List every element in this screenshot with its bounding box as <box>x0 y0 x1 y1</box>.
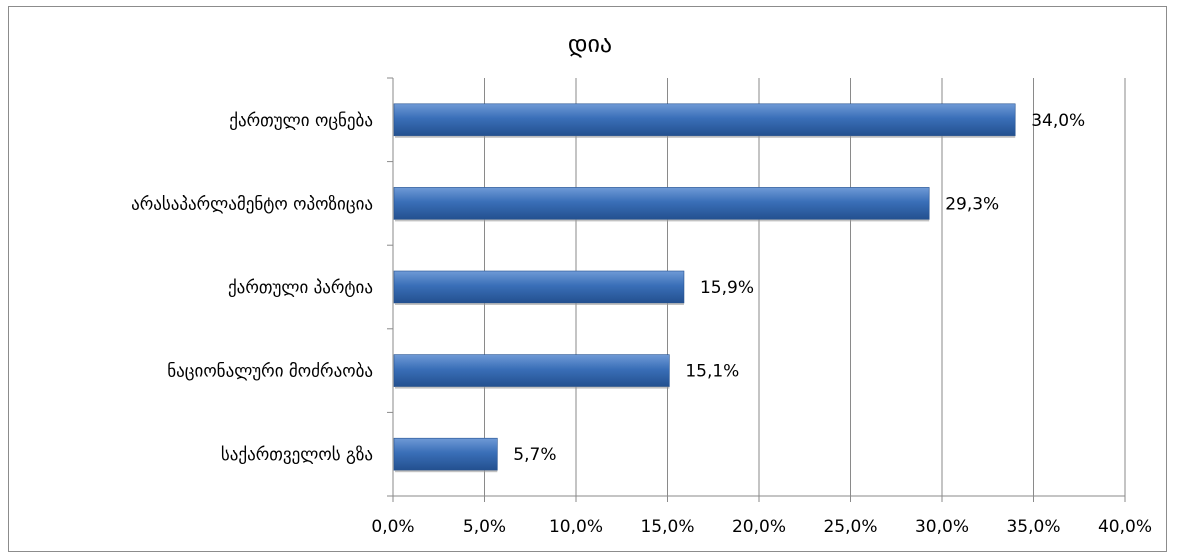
bar <box>393 437 498 471</box>
grid-lines <box>484 78 1126 496</box>
bar <box>393 103 1016 137</box>
bar <box>393 187 930 220</box>
data-label: 34,0% <box>1031 111 1085 131</box>
data-label: 29,3% <box>945 194 999 214</box>
bar-shadow <box>395 470 498 473</box>
x-tick-label: 30,0% <box>915 517 969 537</box>
category-label: ქართული ოცნება <box>229 111 373 131</box>
category-label: არასაპარლამენტო ოპოზიცია <box>131 194 373 214</box>
data-label: 15,9% <box>700 278 754 298</box>
category-label: ნაციონალური მოძრაობა <box>167 362 373 382</box>
x-tick-label: 25,0% <box>823 517 877 537</box>
bars <box>393 103 1016 473</box>
x-tick-label: 10,0% <box>549 517 603 537</box>
bar-shadow <box>395 303 684 305</box>
x-tick-label: 20,0% <box>732 517 786 537</box>
category-label: საქართველოს გზა <box>221 445 373 465</box>
bar <box>393 270 685 304</box>
bar-shadow <box>395 219 930 222</box>
x-tick-label: 35,0% <box>1006 517 1060 537</box>
chart-title: დია <box>568 30 612 58</box>
x-tick-label: 0,0% <box>371 517 414 537</box>
bar-shadow <box>395 135 1016 138</box>
x-tick-label: 5,0% <box>463 517 506 537</box>
bar <box>393 354 670 387</box>
x-tick-label: 15,0% <box>640 517 694 537</box>
data-label: 5,7% <box>513 445 556 465</box>
labels: 0,0% 5,0% 10,0% 15,0% 20,0% 25,0% 30,0% 35,0% 40… <box>131 111 1152 537</box>
category-label: ქართული პარტია <box>228 278 373 298</box>
axes <box>387 77 1126 502</box>
bar-shadow <box>395 386 670 389</box>
data-label: 15,1% <box>685 362 739 382</box>
x-tick-label: 40,0% <box>1098 517 1152 537</box>
